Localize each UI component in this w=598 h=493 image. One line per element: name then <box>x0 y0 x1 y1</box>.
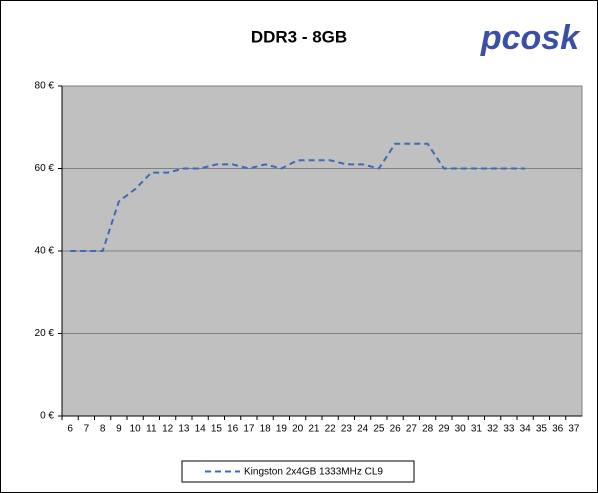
x-tick-label: 32 <box>487 424 499 435</box>
x-tick-label: 22 <box>325 424 337 435</box>
y-tick-label: 80 € <box>35 81 55 92</box>
x-tick-label: 24 <box>357 424 369 435</box>
x-tick-label: 25 <box>373 424 385 435</box>
x-tick-label: 18 <box>260 424 272 435</box>
x-tick-label: 16 <box>227 424 239 435</box>
y-tick-label: 0 € <box>40 411 54 422</box>
x-tick-label: 21 <box>308 424 320 435</box>
x-tick-label: 33 <box>503 424 515 435</box>
x-tick-label: 35 <box>536 424 548 435</box>
x-tick-label: 36 <box>552 424 564 435</box>
y-tick-label: 60 € <box>35 163 55 174</box>
x-tick-label: 20 <box>292 424 304 435</box>
x-tick-label: 9 <box>116 424 122 435</box>
x-tick-label: 34 <box>520 424 532 435</box>
x-tick-label: 27 <box>406 424 418 435</box>
x-tick-label: 30 <box>455 424 467 435</box>
chart-title: DDR3 - 8GB <box>251 27 347 46</box>
y-tick-label: 40 € <box>35 246 55 257</box>
x-tick-label: 29 <box>438 424 450 435</box>
legend-box <box>181 460 415 483</box>
x-tick-label: 19 <box>276 424 288 435</box>
legend-label: Kingston 2x4GB 1333MHz CL9 <box>244 467 383 478</box>
x-tick-label: 10 <box>130 424 142 435</box>
x-tick-label: 28 <box>422 424 434 435</box>
x-tick-label: 12 <box>162 424 174 435</box>
x-tick-label: 6 <box>67 424 73 435</box>
x-tick-label: 23 <box>341 424 353 435</box>
x-tick-label: 8 <box>100 424 106 435</box>
x-tick-label: 17 <box>243 424 255 435</box>
x-tick-label: 26 <box>390 424 402 435</box>
x-tick-label: 31 <box>471 424 483 435</box>
x-tick-label: 37 <box>568 424 580 435</box>
x-tick-label: 11 <box>146 424 157 435</box>
y-tick-label: 20 € <box>35 328 55 339</box>
series-line <box>70 142 526 252</box>
x-tick-label: 15 <box>211 424 223 435</box>
x-tick-label: 14 <box>195 424 207 435</box>
logo: pcosk <box>480 19 581 57</box>
x-tick-label: 7 <box>84 424 90 435</box>
x-tick-label: 13 <box>178 424 190 435</box>
